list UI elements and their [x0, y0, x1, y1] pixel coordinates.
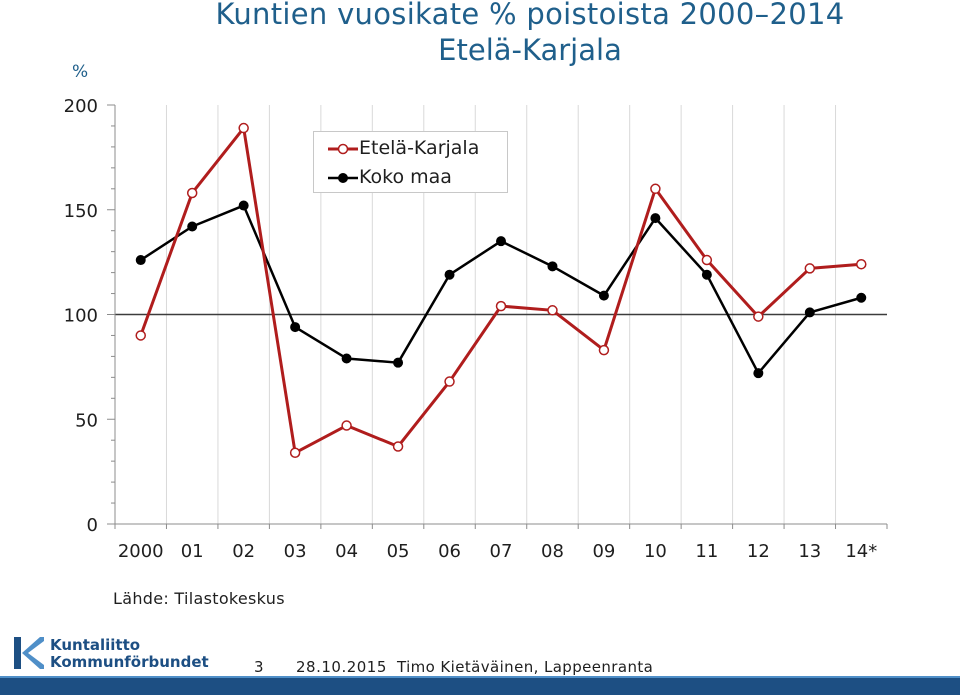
data-point-etela-karjala [650, 183, 661, 195]
x-tick-label: 13 [798, 541, 821, 562]
x-tick-label: 01 [181, 541, 204, 562]
chart-title-line2: Etelä-Karjala [438, 33, 622, 67]
legend-item-koko-maa: Koko maa [314, 164, 507, 190]
footer-author: Timo Kietäväinen, Lappeenranta [397, 658, 654, 676]
data-point-etela-karjala [856, 258, 867, 270]
data-point-koko-maa [753, 368, 764, 379]
y-tick-label: 0 [87, 515, 98, 536]
x-tick-label: 08 [541, 541, 564, 562]
x-tick-label: 04 [335, 541, 358, 562]
data-point-koko-maa [496, 236, 506, 247]
footer-date: 28.10.2015 [296, 658, 387, 676]
y-axis: 0 50 100 150 200 [64, 96, 116, 536]
y-tick-label: 200 [64, 96, 98, 117]
data-point-koko-maa [290, 322, 301, 333]
data-point-koko-maa [804, 307, 815, 318]
data-point-koko-maa [444, 269, 455, 280]
source-note: Lähde: Tilastokeskus [113, 589, 285, 608]
y-axis-unit-label: % [72, 62, 89, 82]
x-tick-label: 05 [387, 541, 410, 562]
legend-swatch-etela-karjala [328, 143, 358, 155]
x-axis: 2000 01 02 03 04 05 06 07 08 09 10 11 12 13 14* [114, 523, 888, 562]
y-tick-label: 50 [75, 410, 98, 431]
data-point-etela-karjala [753, 311, 764, 322]
data-point-koko-maa [701, 269, 712, 280]
data-point-etela-karjala [598, 344, 610, 356]
x-tick-label: 03 [284, 541, 307, 562]
data-point-etela-karjala [547, 305, 558, 316]
x-tick-label: 14* [845, 541, 877, 562]
data-point-koko-maa [547, 261, 558, 272]
legend: Etelä-Karjala Koko maa [313, 131, 508, 193]
chart-title-line1: Kuntien vuosikate % poistoista 2000–2014 [215, 0, 845, 31]
x-tick-label: 02 [232, 541, 255, 562]
kuntaliitto-logo: Kuntaliitto Kommunförbundet [12, 633, 212, 675]
legend-item-etela-karjala: Etelä-Karjala [314, 135, 507, 161]
x-tick-label: 11 [695, 541, 718, 562]
logo-text-line2: Kommunförbundet [50, 653, 209, 671]
x-tick-label: 12 [747, 541, 770, 562]
legend-label-koko-maa: Koko maa [359, 166, 452, 188]
data-point-etela-karjala [186, 187, 198, 199]
data-point-etela-karjala [238, 122, 249, 134]
series-lines [135, 122, 867, 459]
data-point-etela-karjala [392, 441, 404, 452]
data-point-etela-karjala [444, 376, 455, 387]
footer-accent-line [0, 676, 960, 678]
legend-swatch-koko-maa [328, 173, 358, 183]
data-point-koko-maa [393, 357, 404, 368]
data-point-etela-karjala [341, 420, 352, 431]
footer-bar [0, 678, 960, 695]
data-point-etela-karjala [135, 330, 146, 341]
logo-text-line1: Kuntaliitto [50, 636, 141, 654]
x-tick-label: 10 [644, 541, 667, 562]
data-point-etela-karjala [289, 447, 301, 459]
data-point-koko-maa [187, 221, 198, 232]
data-point-etela-karjala [804, 263, 816, 274]
data-point-etela-karjala [495, 300, 507, 312]
y-tick-label: 100 [64, 306, 98, 327]
data-point-koko-maa [598, 290, 609, 301]
page-number: 3 [254, 658, 264, 676]
data-point-koko-maa [135, 255, 146, 266]
data-point-koko-maa [238, 200, 249, 211]
legend-label-etela-karjala: Etelä-Karjala [359, 137, 480, 159]
y-tick-label: 150 [64, 201, 98, 222]
data-point-etela-karjala [701, 254, 713, 266]
data-point-koko-maa [650, 213, 661, 224]
line-chart: 0 50 100 150 200 2000 01 02 03 04 05 06 07 08 09 10 11 1… [64, 96, 888, 562]
series-line-koko-maa [140, 204, 862, 375]
data-point-koko-maa [341, 353, 352, 364]
logo-k-icon [14, 637, 44, 669]
x-tick-label: 09 [592, 541, 615, 562]
x-tick-label: 06 [438, 541, 461, 562]
x-tick-label: 2000 [118, 541, 164, 562]
x-tick-label: 07 [490, 541, 513, 562]
data-point-koko-maa [856, 292, 867, 303]
